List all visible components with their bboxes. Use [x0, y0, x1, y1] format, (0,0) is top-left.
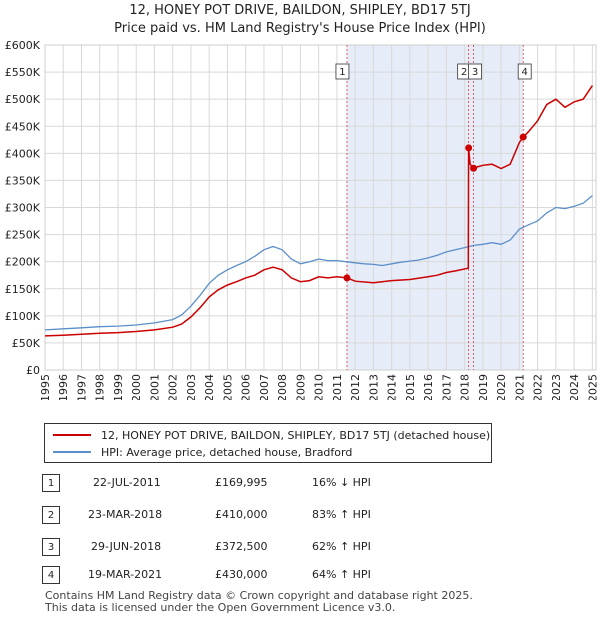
y-tick-label: £550K	[5, 66, 41, 79]
x-tick-label: 2023	[550, 374, 563, 400]
sale-point	[343, 274, 351, 282]
x-tick-label: 2017	[440, 374, 453, 400]
x-tick-label: 2020	[495, 374, 508, 400]
transaction-price: £430,000	[215, 567, 268, 581]
sale-label-box	[468, 63, 482, 80]
transaction-number: 3	[42, 538, 60, 556]
gridlines	[44, 44, 597, 371]
transaction-date: 22-JUL-2011	[93, 475, 161, 489]
transaction-price: £372,500	[215, 539, 268, 553]
sale-points	[343, 133, 527, 282]
x-tick-label: 2024	[568, 374, 581, 400]
y-tick-label: £200K	[5, 256, 41, 269]
sale-point	[465, 144, 473, 152]
chart-title: 12, HONEY POT DRIVE, BAILDON, SHIPLEY, B…	[129, 3, 471, 18]
x-tick-label: 1996	[57, 374, 70, 400]
sale-point	[519, 133, 527, 141]
legend-label-property: 12, HONEY POT DRIVE, BAILDON, SHIPLEY, B…	[101, 428, 491, 442]
x-tick-label: 2004	[203, 374, 216, 400]
legend-item-property: 12, HONEY POT DRIVE, BAILDON, SHIPLEY, B…	[53, 427, 490, 443]
legend-item-hpi: HPI: Average price, detached house, Brad…	[53, 444, 352, 460]
sale-label-box	[335, 63, 350, 80]
y-tick-label: £50K	[12, 337, 41, 350]
legend-label-hpi: HPI: Average price, detached house, Brad…	[101, 445, 353, 459]
x-tick-label: 2010	[313, 374, 326, 400]
sale-point	[470, 164, 478, 172]
y-tick-label: £0	[26, 364, 40, 377]
transaction-price: £410,000	[215, 507, 268, 521]
transaction-hpi-diff: 83% ↑ HPI	[312, 507, 371, 521]
x-tick-label: 2016	[422, 374, 435, 400]
x-tick-label: 2009	[294, 374, 307, 400]
chart-subtitle: Price paid vs. HM Land Registry's House …	[114, 21, 486, 36]
sale-label-number: 2	[461, 67, 467, 78]
x-tick-label: 2014	[386, 374, 399, 400]
footer-licence: This data is licensed under the Open Gov…	[45, 601, 396, 614]
sale-label-number: 3	[472, 67, 478, 78]
sale-label-box	[517, 63, 532, 80]
price-chart: £0 £50K £100K £150K £200K £250K £300K £350K £400…	[5, 39, 600, 400]
transaction-date: 19-MAR-2021	[88, 567, 163, 581]
sale-label-number: 1	[339, 67, 345, 78]
transaction-hpi-diff: 16% ↓ HPI	[312, 475, 371, 489]
y-tick-label: £500K	[5, 93, 41, 106]
property-series-line	[44, 85, 594, 337]
x-tick-label: 2003	[185, 374, 198, 400]
transaction-price: £169,995	[215, 475, 268, 489]
legend-swatch-hpi	[53, 451, 91, 453]
x-tick-label: 2022	[532, 374, 545, 400]
y-tick-label: £450K	[5, 120, 41, 133]
transaction-number: 1	[42, 474, 60, 492]
x-tick-label: 2006	[240, 374, 253, 400]
legend: 12, HONEY POT DRIVE, BAILDON, SHIPLEY, B…	[44, 423, 492, 463]
x-tick-label: 2007	[258, 374, 271, 400]
y-tick-label: £250K	[5, 229, 41, 242]
hpi-series-line	[44, 195, 593, 331]
y-tick-label: £600K	[5, 39, 41, 52]
x-tick-label: 2011	[331, 374, 344, 400]
transaction-number: 2	[42, 506, 60, 524]
x-tick-label: 2013	[367, 374, 380, 400]
x-tick-label: 2019	[477, 374, 490, 400]
y-tick-label: £100K	[5, 310, 41, 323]
y-tick-label: £350K	[5, 174, 41, 187]
x-axis-ticks: 1995 1996 1997 1998 1999 2000 2001 2002 2003 2004…	[39, 374, 599, 400]
x-tick-label: 2015	[404, 374, 417, 400]
y-tick-label: £300K	[5, 202, 41, 215]
x-tick-label: 2018	[459, 374, 472, 400]
legend-swatch-property	[53, 434, 91, 436]
x-tick-label: 2012	[349, 374, 362, 400]
y-axis-ticks: £0 £50K £100K £150K £200K £250K £300K £350K £400…	[5, 39, 41, 377]
transaction-hpi-diff: 64% ↑ HPI	[312, 567, 371, 581]
x-tick-label: 2021	[513, 374, 526, 400]
y-tick-label: £150K	[5, 283, 41, 296]
transaction-hpi-diff: 62% ↑ HPI	[312, 539, 371, 553]
x-tick-label: 1998	[94, 374, 107, 400]
x-tick-label: 2008	[276, 374, 289, 400]
x-tick-label: 2000	[130, 374, 143, 400]
x-tick-label: 1999	[112, 374, 125, 400]
transaction-date: 23-MAR-2018	[88, 507, 163, 521]
transaction-date: 29-JUN-2018	[91, 539, 162, 553]
transaction-number: 4	[42, 566, 60, 584]
x-tick-label: 1997	[75, 374, 88, 400]
plot-border	[44, 44, 597, 371]
x-tick-label: 1995	[39, 374, 52, 400]
x-tick-label: 2025	[586, 374, 599, 400]
x-tick-label: 2001	[148, 374, 161, 400]
footer-copyright: Contains HM Land Registry data © Crown c…	[45, 589, 473, 602]
sale-label-number: 4	[522, 67, 528, 78]
y-tick-label: £400K	[5, 147, 41, 160]
x-tick-label: 2002	[167, 374, 180, 400]
x-tick-label: 2005	[221, 374, 234, 400]
